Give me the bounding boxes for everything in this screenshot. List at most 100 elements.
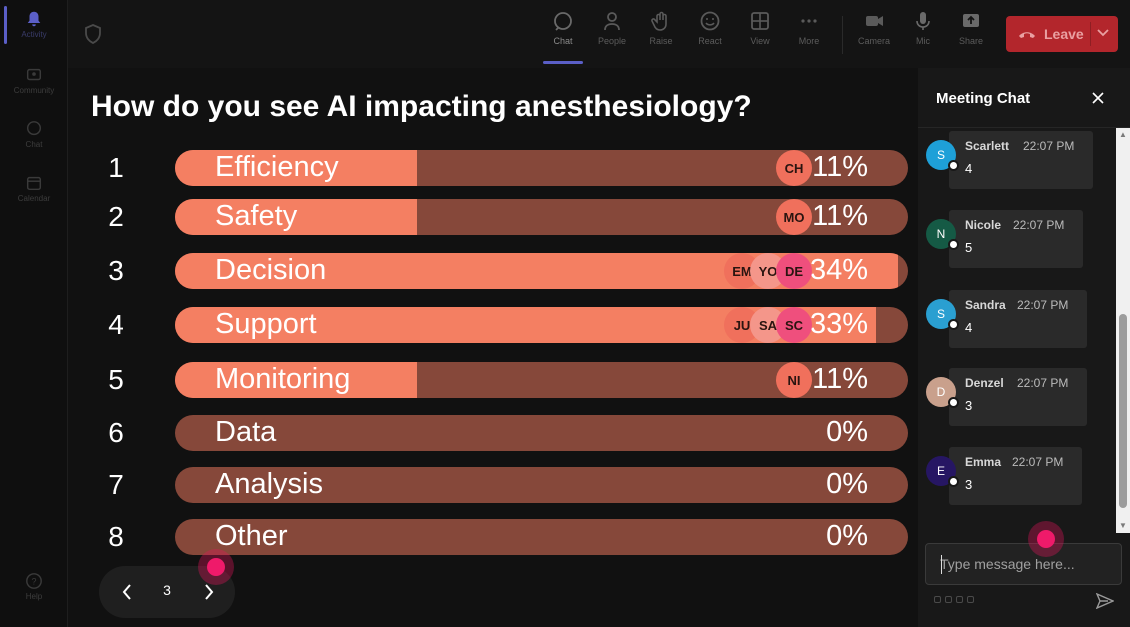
calendar-icon: [26, 176, 42, 191]
voter-avatars: SC SA JU: [724, 307, 812, 343]
leave-button[interactable]: Leave: [1006, 16, 1118, 52]
rail-item-activity[interactable]: Activity: [0, 10, 68, 39]
meeting-toolbar: Chat People Raise React View More Camera…: [68, 0, 1130, 68]
presence-status-icon: [948, 397, 959, 408]
chevron-right-icon[interactable]: [201, 581, 217, 603]
poll-option-bar: Other 0%: [175, 519, 908, 555]
poll-option-percent: 0%: [826, 468, 868, 500]
scroll-down-arrow-icon[interactable]: ▼: [1119, 521, 1127, 530]
poll-option-fill: [175, 150, 417, 186]
poll-option-row: 5 Monitoring NI 11%: [68, 362, 918, 398]
rail-active-indicator: [4, 6, 7, 44]
poll-option-label: Analysis: [215, 468, 323, 500]
presence-status-icon: [948, 160, 959, 171]
shield-icon: [85, 24, 101, 44]
chevron-left-icon[interactable]: [119, 581, 135, 603]
chat-message: Sandra 22:07 PM 4 S: [926, 290, 1106, 356]
poll-option-label: Safety: [215, 200, 298, 232]
poll-option-bar: Analysis 0%: [175, 467, 908, 503]
message-sender: Sandra: [965, 298, 1006, 312]
message-sender: Scarlett: [965, 139, 1010, 153]
message-text: 4: [965, 320, 973, 335]
toolbar-people-button[interactable]: People: [590, 10, 634, 46]
format-icon[interactable]: [934, 596, 941, 603]
chat-message: Emma 22:07 PM 3 E: [926, 447, 1106, 513]
bell-icon: [27, 11, 41, 27]
poll-option-bar: Monitoring NI 11%: [175, 362, 908, 398]
share-screen-icon: [963, 14, 979, 27]
poll-option-number: 5: [108, 364, 124, 395]
message-bubble: Denzel 22:07 PM 3: [949, 368, 1087, 426]
poll-option-number: 2: [108, 201, 124, 232]
rail-label: Chat: [25, 140, 43, 149]
message-time: 22:07 PM: [1023, 139, 1075, 153]
poll-option-percent: 11%: [812, 363, 868, 395]
toolbar-camera-button[interactable]: Camera: [852, 10, 896, 46]
svg-text:?: ?: [31, 577, 36, 587]
poll-option-number: 6: [108, 417, 124, 448]
send-icon[interactable]: [1096, 593, 1114, 609]
message-text: 5: [965, 240, 973, 255]
rail-item-community[interactable]: Community: [0, 66, 68, 95]
poll-option-label: Decision: [215, 254, 327, 286]
poll-option-percent: 11%: [812, 151, 868, 183]
chat-message: Denzel 22:07 PM 3 D: [926, 368, 1106, 434]
chat-message: Scarlett 22:07 PM 4 S: [926, 131, 1106, 197]
chat-scrollbar[interactable]: ▲ ▼: [1116, 128, 1130, 533]
toolbar-view-button[interactable]: View: [738, 10, 782, 46]
phone-hangup-icon: [1019, 32, 1035, 38]
rail-item-chat[interactable]: Chat: [0, 120, 68, 149]
toolbar-divider: [842, 16, 843, 54]
poll-option-bar: Safety MO 11%: [175, 199, 908, 235]
poll-option-label: Support: [215, 308, 317, 340]
poll-option-row: 1 Efficiency CH 11%: [68, 150, 918, 186]
poll-option-bar: Efficiency CH 11%: [175, 150, 908, 186]
poll-option-label: Other: [215, 520, 288, 552]
message-sender: Denzel: [965, 376, 1004, 390]
poll-option-row: 4 Support SC SA JU 33%: [68, 307, 918, 343]
toolbar-more-button[interactable]: More: [787, 10, 831, 46]
rail-item-calendar[interactable]: Calendar: [0, 174, 68, 203]
poll-option-row: 6 Data 0%: [68, 415, 918, 451]
scroll-up-arrow-icon[interactable]: ▲: [1119, 130, 1127, 139]
chevron-down-icon[interactable]: [1096, 25, 1110, 39]
poll-option-number: 1: [108, 152, 124, 183]
toolbar-chat-button[interactable]: Chat: [541, 10, 585, 46]
message-bubble: Nicole 22:07 PM 5: [949, 210, 1083, 268]
voter-avatar: MO: [776, 199, 812, 235]
scrollbar-thumb[interactable]: [1119, 314, 1127, 508]
help-icon: ?: [26, 573, 42, 589]
compose-tools: [934, 596, 974, 603]
message-sender: Emma: [965, 455, 1002, 469]
community-icon: [26, 68, 42, 81]
poll-option-percent: 11%: [812, 200, 868, 232]
chat-message-input[interactable]: [940, 554, 1110, 574]
poll-option-number: 3: [108, 255, 124, 286]
toolbar-mic-button[interactable]: Mic: [901, 10, 945, 46]
poll-option-fill: [175, 199, 417, 235]
poll-option-label: Monitoring: [215, 363, 351, 395]
toolbar-label: Camera: [857, 36, 890, 46]
chat-input-box[interactable]: [925, 543, 1122, 585]
toolbar-label: View: [750, 36, 770, 46]
gif-icon[interactable]: [967, 596, 974, 603]
toolbar-react-button[interactable]: React: [688, 10, 732, 46]
close-icon[interactable]: [1090, 90, 1106, 106]
text-caret: [941, 555, 942, 574]
attach-icon[interactable]: [945, 596, 952, 603]
voter-avatar: DE: [776, 253, 812, 289]
toolbar-raise-button[interactable]: Raise: [639, 10, 683, 46]
smiley-icon: [700, 11, 720, 31]
emoji-icon[interactable]: [956, 596, 963, 603]
meeting-chat-panel: Meeting Chat Scarlett 22:07 PM 4 S Nicole 22:…: [918, 68, 1130, 627]
message-bubble: Emma 22:07 PM 3: [949, 447, 1082, 505]
toolbar-share-button[interactable]: Share: [949, 10, 993, 46]
rail-item-help[interactable]: ? Help: [0, 572, 68, 601]
poll-option-fill: [175, 362, 417, 398]
message-time: 22:07 PM: [1017, 376, 1069, 390]
poll-option-percent: 0%: [826, 416, 868, 448]
app-rail: Activity Community Chat Calendar ? Help: [0, 0, 68, 627]
poll-option-percent: 34%: [809, 254, 868, 286]
chat-bubble-icon: [26, 121, 42, 136]
active-tab-indicator: [543, 61, 583, 64]
